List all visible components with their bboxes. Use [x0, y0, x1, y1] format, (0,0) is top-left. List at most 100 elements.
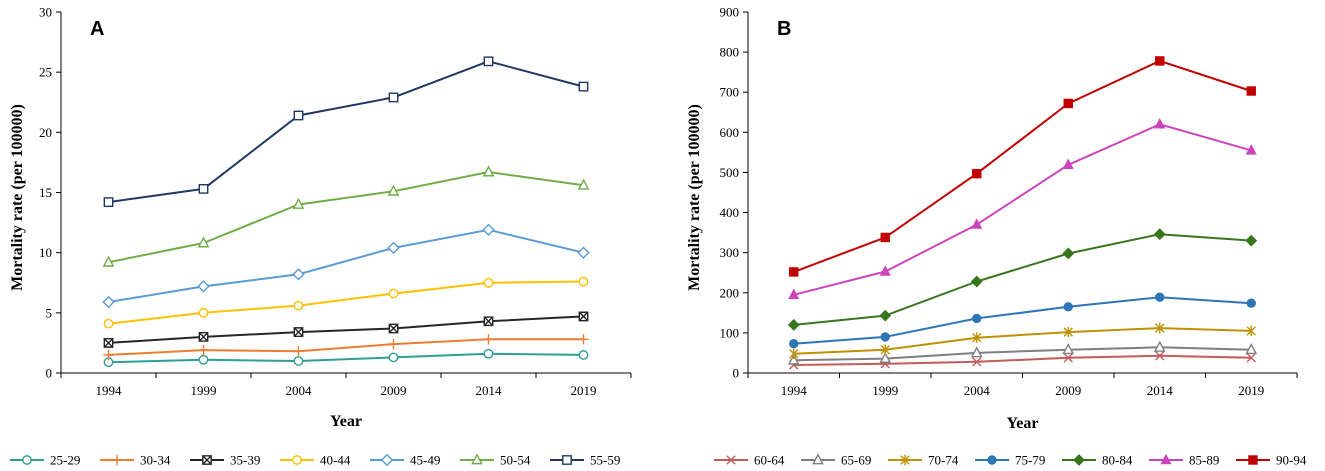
legend-entry: 80-84 [1062, 453, 1133, 468]
data-point [482, 165, 495, 177]
legend-entry: 50-54 [460, 453, 531, 468]
data-point [483, 56, 494, 67]
data-point [578, 311, 589, 322]
data-point [578, 276, 589, 287]
series-line [108, 171, 584, 264]
legend-marker [380, 453, 394, 467]
legend-marker [1160, 453, 1172, 465]
data-point [1153, 228, 1166, 241]
series-line [793, 123, 1252, 296]
data-point [578, 350, 589, 360]
series-45-49 [102, 223, 590, 309]
legend-entry: 40-44 [280, 453, 351, 468]
x-tick-label: 2014 [1147, 383, 1174, 398]
legend-marker [812, 453, 824, 465]
data-point [197, 236, 210, 248]
data-point [1246, 86, 1256, 96]
data-point [293, 300, 304, 311]
legend-marker [726, 455, 736, 465]
data-point [483, 277, 494, 288]
data-point [972, 332, 982, 343]
chart-a: 0 5 10 15 20 25 30 1994 1999 2004 2009 2014 2019 Year… [9, 5, 632, 468]
series-55-59 [103, 56, 589, 208]
x-tick-label: 2019 [1238, 383, 1264, 398]
series-80-84 [787, 228, 1258, 331]
data-point [103, 197, 114, 208]
y-tick-label: 100 [720, 325, 740, 340]
data-point [1246, 353, 1256, 363]
data-point [1155, 56, 1165, 66]
data-point [1155, 322, 1165, 334]
x-tick-label: 2004 [964, 383, 991, 398]
legend-label: 60-64 [754, 453, 785, 468]
legend-entry: 85-89 [1149, 453, 1219, 468]
data-point [970, 275, 983, 288]
data-point [1245, 343, 1258, 355]
data-point [578, 81, 589, 92]
y-tick-label: 15 [39, 185, 52, 200]
x-tick-label: 2019 [571, 383, 597, 398]
legend-label: 35-39 [230, 453, 260, 468]
legend-marker [1073, 454, 1085, 466]
series-60-64 [789, 351, 1256, 370]
y-tick-label: 600 [720, 125, 740, 140]
y-tick-label: 900 [720, 5, 740, 20]
legend-label: 65-69 [841, 453, 871, 468]
legend: 25-29 30-34 35-39 40-44 45-49 50-54 55-59 [10, 453, 620, 468]
data-point [879, 309, 892, 322]
data-point [483, 348, 494, 359]
data-point [1063, 326, 1073, 338]
legend-entry: 45-49 [370, 453, 440, 468]
data-point [293, 346, 304, 357]
x-tick-label: 1999 [191, 383, 217, 398]
series-line [108, 228, 584, 303]
data-point [972, 168, 982, 179]
data-point [102, 295, 115, 309]
data-point [880, 232, 890, 243]
y-tick-label: 800 [720, 45, 740, 60]
chart-b: 0 100 200 300 400 500 600 700 800 900 1994 1999 2004… [686, 5, 1307, 468]
legend-label: 40-44 [320, 453, 351, 468]
y-tick-label: 20 [39, 125, 52, 140]
data-point [483, 334, 494, 345]
series-line [108, 60, 584, 204]
data-point [388, 352, 399, 363]
legend-label: 85-89 [1189, 453, 1219, 468]
y-tick-label: 500 [720, 165, 740, 180]
data-point [292, 197, 305, 209]
x-tick-label: 2009 [381, 383, 407, 398]
panel-label: A [90, 18, 104, 40]
legend-label: 75-79 [1015, 453, 1045, 468]
x-tick-label: 2009 [1055, 383, 1081, 398]
legend-entry: 90-94 [1236, 453, 1307, 468]
series-70-74 [789, 322, 1256, 359]
data-point [483, 316, 494, 327]
legend-marker [111, 454, 123, 466]
series-line [108, 280, 584, 325]
data-point [387, 241, 400, 255]
data-point [1246, 298, 1256, 308]
data-point [1062, 158, 1074, 170]
legend-marker [900, 454, 910, 466]
legend-marker [292, 455, 302, 465]
series-35-39 [103, 311, 589, 348]
data-point [880, 344, 890, 355]
legend-marker [987, 455, 997, 465]
legend-entry: 30-34 [100, 453, 171, 468]
data-point [1155, 351, 1165, 361]
series-40-44 [103, 276, 589, 329]
x-axis-title: Year [330, 413, 362, 430]
series-line [108, 338, 584, 356]
legend-entry: 65-69 [801, 453, 871, 468]
legend-marker [471, 453, 483, 465]
data-point [1154, 118, 1166, 129]
legend-label: 50-54 [500, 453, 531, 468]
data-point [103, 338, 114, 348]
y-tick-label: 30 [39, 5, 52, 20]
y-tick-label: 400 [720, 205, 740, 220]
y-tick-label: 25 [39, 65, 52, 80]
data-point [292, 268, 305, 281]
series-65-69 [787, 340, 1258, 365]
legend-label: 30-34 [140, 453, 171, 468]
